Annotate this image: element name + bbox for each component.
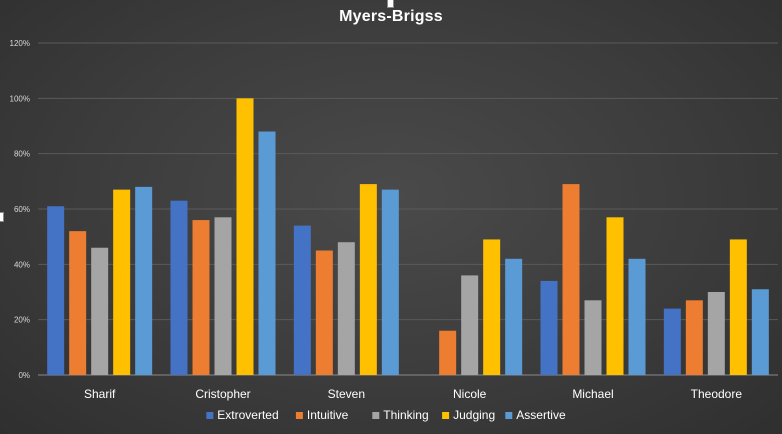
- legend-swatch-assertive: [505, 412, 513, 419]
- bar-extroverted-cristopher: [170, 200, 188, 375]
- legend-label-thinking: Thinking: [383, 408, 428, 422]
- bar-intuitive-theodore: [685, 300, 703, 375]
- bar-assertive-theodore: [751, 289, 769, 375]
- y-tick-label: 120%: [10, 39, 30, 48]
- x-tick-label: Sharif: [84, 387, 116, 401]
- legend-label-assertive: Assertive: [516, 408, 566, 422]
- chart-title: Myers-Brigss: [339, 8, 443, 25]
- y-tick-label: 0%: [18, 371, 30, 380]
- y-tick-label: 100%: [10, 94, 30, 103]
- bar-assertive-cristopher: [258, 131, 276, 375]
- legend-swatch-intuitive: [295, 412, 303, 419]
- legend-swatch-judging: [442, 412, 450, 419]
- legend-label-judging: Judging: [453, 408, 495, 422]
- bar-extroverted-sharif: [47, 206, 65, 375]
- y-tick-label: 60%: [14, 205, 30, 214]
- bar-judging-sharif: [113, 189, 131, 375]
- bar-intuitive-cristopher: [192, 220, 210, 375]
- bar-intuitive-michael: [562, 184, 580, 375]
- bar-thinking-steven: [337, 242, 355, 375]
- y-tick-label: 80%: [14, 150, 30, 159]
- resize-handle-top[interactable]: [387, 0, 394, 8]
- bar-judging-nicole: [483, 239, 501, 375]
- bar-assertive-nicole: [505, 258, 523, 375]
- bar-assertive-steven: [381, 189, 399, 375]
- bar-extroverted-steven: [293, 225, 311, 375]
- x-tick-label: Cristopher: [195, 387, 250, 401]
- y-tick-label: 40%: [14, 260, 30, 269]
- bar-extroverted-theodore: [663, 308, 681, 375]
- bar-thinking-theodore: [707, 292, 725, 375]
- x-tick-label: Theodore: [691, 387, 743, 401]
- bar-intuitive-steven: [315, 250, 333, 375]
- bar-thinking-nicole: [461, 275, 479, 375]
- x-tick-label: Michael: [572, 387, 613, 401]
- bar-assertive-sharif: [135, 186, 153, 375]
- bar-extroverted-michael: [540, 280, 558, 375]
- bar-intuitive-sharif: [69, 231, 87, 375]
- bar-intuitive-nicole: [439, 330, 457, 375]
- resize-handle-left[interactable]: [0, 212, 4, 222]
- legend-swatch-thinking: [372, 412, 380, 419]
- bar-judging-michael: [606, 217, 624, 375]
- bar-assertive-michael: [628, 258, 646, 375]
- x-tick-label: Nicole: [453, 387, 487, 401]
- bar-judging-steven: [359, 184, 377, 375]
- bar-judging-cristopher: [236, 98, 254, 375]
- legend-swatch-extroverted: [206, 412, 214, 419]
- legend-label-intuitive: Intuitive: [307, 408, 349, 422]
- legend-label-extroverted: Extroverted: [217, 408, 278, 422]
- bar-thinking-cristopher: [214, 217, 232, 375]
- x-tick-label: Steven: [328, 387, 365, 401]
- bar-judging-theodore: [729, 239, 747, 375]
- bar-thinking-sharif: [91, 247, 109, 375]
- bar-thinking-michael: [584, 300, 602, 375]
- y-tick-label: 20%: [14, 316, 30, 325]
